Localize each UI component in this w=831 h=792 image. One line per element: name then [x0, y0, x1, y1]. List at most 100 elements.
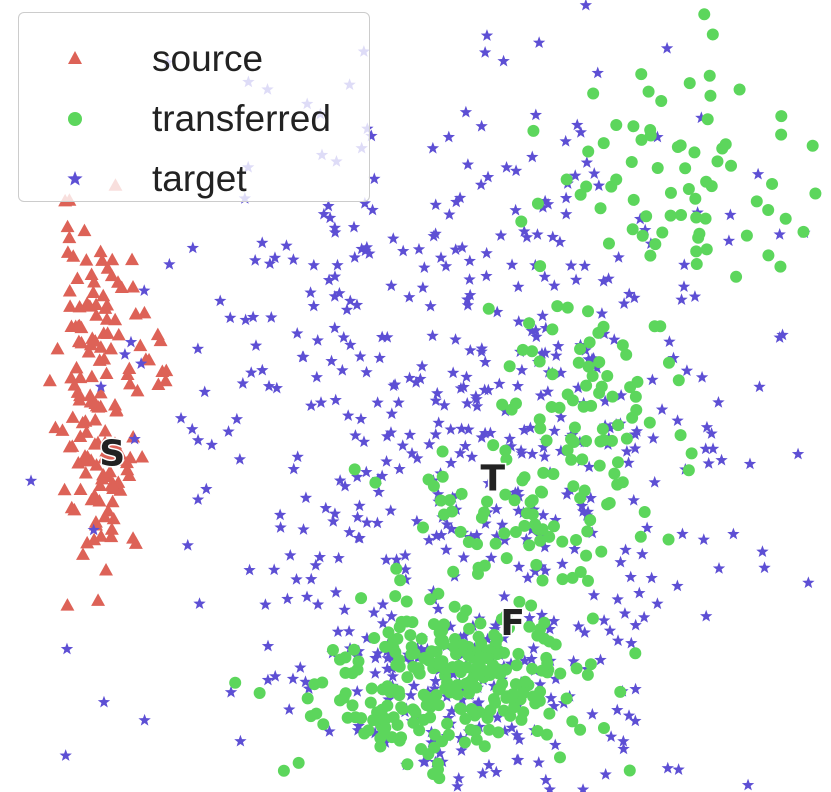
- data-point-target: [603, 624, 617, 637]
- data-point-source: [111, 327, 126, 341]
- data-point-target: [572, 620, 585, 632]
- data-point-transferred: [700, 243, 713, 256]
- data-point-target: [410, 514, 424, 527]
- data-point-target: [186, 422, 199, 435]
- data-point-transferred: [593, 356, 606, 369]
- data-point-target: [463, 273, 476, 285]
- data-point-target: [462, 423, 475, 435]
- data-point-source: [72, 299, 87, 313]
- data-point-transferred: [593, 387, 606, 400]
- data-point-transferred: [581, 525, 594, 538]
- data-point-source: [82, 299, 97, 312]
- data-point-transferred: [762, 204, 775, 217]
- data-point-transferred: [498, 527, 511, 540]
- data-point-target: [305, 399, 318, 412]
- data-point-target: [633, 212, 647, 225]
- data-point-transferred: [740, 229, 753, 242]
- data-point-target: [599, 768, 612, 780]
- data-point-target: [343, 525, 356, 538]
- data-point-source: [109, 404, 124, 417]
- data-point-target: [442, 130, 455, 143]
- data-point-target: [390, 553, 403, 566]
- data-point-target: [385, 279, 398, 292]
- data-point-transferred: [378, 713, 391, 726]
- data-point-target: [537, 508, 550, 521]
- data-point-target: [518, 654, 531, 667]
- data-point-transferred: [381, 699, 394, 712]
- data-point-transferred: [725, 159, 738, 172]
- data-point-source: [69, 360, 84, 374]
- data-point-transferred: [711, 155, 724, 168]
- data-point-transferred: [469, 725, 482, 738]
- data-point-transferred: [634, 530, 647, 543]
- data-point-transferred: [412, 662, 425, 675]
- data-point-target: [515, 447, 529, 459]
- legend-label-transferred: transferred: [152, 98, 331, 139]
- data-point-target: [617, 742, 630, 755]
- data-point-transferred: [630, 404, 643, 417]
- data-point-source: [101, 503, 116, 517]
- data-point-source: [87, 437, 102, 450]
- data-point-target: [773, 228, 786, 240]
- data-point-target: [371, 396, 384, 408]
- data-point-target: [358, 196, 372, 209]
- data-point-source: [104, 522, 119, 535]
- data-point-transferred: [583, 336, 596, 349]
- data-point-target: [518, 423, 531, 436]
- data-point-source: [133, 338, 148, 352]
- data-point-target: [473, 720, 486, 733]
- data-point-target: [629, 714, 642, 727]
- data-point-target: [534, 389, 548, 401]
- data-point-target: [286, 672, 300, 685]
- data-point-target: [399, 549, 412, 561]
- data-point-source: [73, 429, 88, 442]
- data-point-target: [588, 167, 601, 179]
- data-point-target: [439, 259, 453, 272]
- data-point-transferred: [540, 434, 553, 447]
- data-point-transferred: [605, 434, 618, 447]
- data-point-target: [376, 616, 390, 629]
- data-point-target: [440, 543, 453, 556]
- data-point-source: [50, 341, 65, 355]
- data-point-transferred: [509, 678, 522, 691]
- data-point-transferred: [766, 177, 779, 190]
- data-point-target: [491, 305, 504, 318]
- data-point-target: [603, 421, 617, 434]
- data-point-target: [453, 446, 467, 459]
- data-point-target: [191, 433, 205, 446]
- data-point-target: [351, 510, 364, 523]
- data-point-source: [60, 245, 75, 258]
- data-point-target: [538, 450, 551, 462]
- data-point-source: [62, 284, 77, 297]
- data-point-target: [347, 220, 361, 233]
- data-point-transferred: [428, 741, 441, 754]
- data-point-transferred: [524, 496, 537, 509]
- data-point-transferred: [580, 549, 593, 562]
- data-point-source: [137, 305, 152, 319]
- data-point-target: [350, 298, 364, 311]
- data-point-transferred: [534, 260, 547, 273]
- data-point-target: [521, 571, 534, 584]
- data-point-transferred: [570, 534, 583, 547]
- data-point-target: [549, 738, 562, 751]
- data-point-source: [109, 453, 124, 466]
- data-point-transferred: [474, 651, 487, 664]
- data-point-target: [369, 651, 382, 664]
- data-point-transferred: [393, 621, 406, 634]
- data-point-target: [637, 610, 651, 623]
- data-point-target: [646, 373, 659, 386]
- data-point-target: [671, 579, 684, 592]
- data-point-transferred: [401, 671, 414, 684]
- data-point-target: [191, 493, 205, 505]
- data-point-transferred: [470, 681, 483, 694]
- data-point-transferred: [642, 85, 655, 98]
- data-point-target: [743, 457, 757, 470]
- data-point-source: [63, 299, 78, 312]
- data-point-target: [348, 251, 361, 263]
- data-point-target: [676, 527, 689, 540]
- data-point-transferred: [567, 436, 580, 449]
- data-point-target: [645, 571, 658, 584]
- data-point-target: [314, 396, 328, 408]
- data-point-target: [581, 505, 595, 518]
- data-point-transferred: [451, 679, 464, 692]
